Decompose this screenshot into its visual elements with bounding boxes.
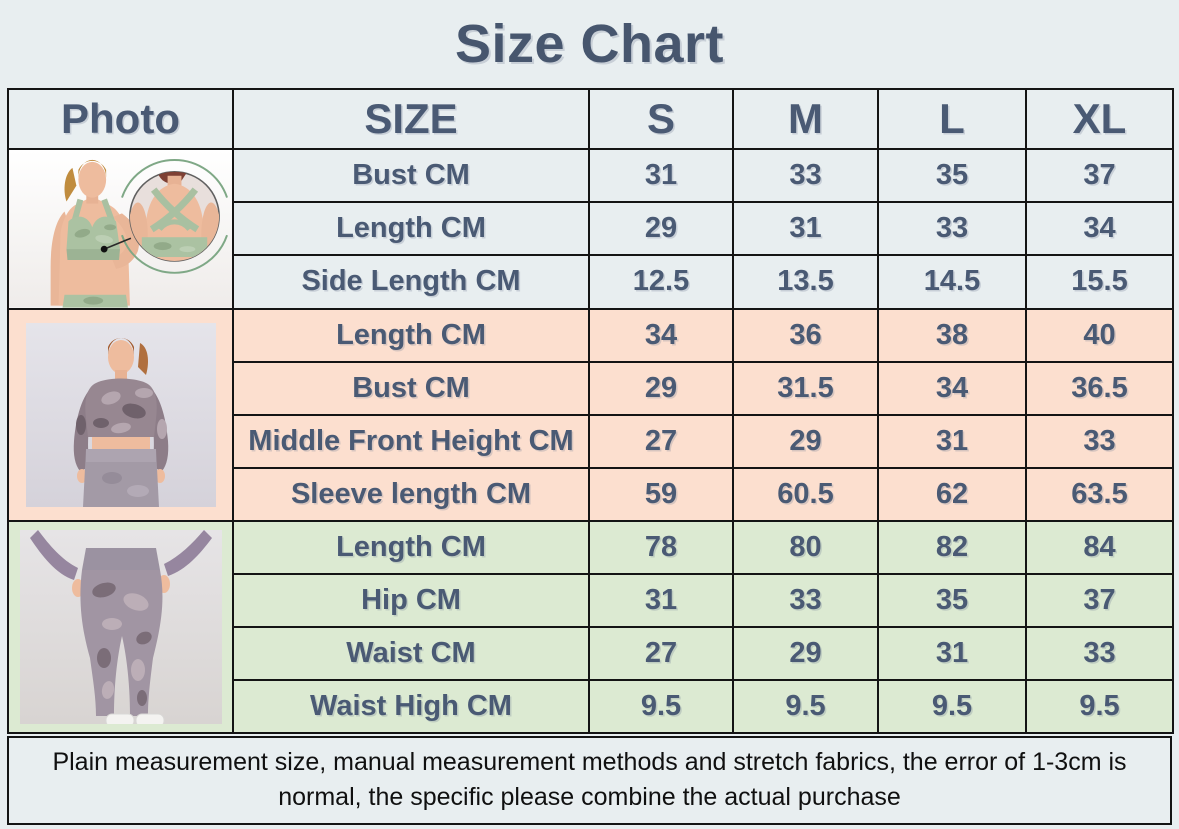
size-value-cell: 9.5 xyxy=(877,678,1027,734)
size-value-cell: 29 xyxy=(588,201,734,257)
size-value-cell: 15.5 xyxy=(1025,254,1174,310)
size-value-cell: 27 xyxy=(588,625,734,681)
size-value-cell: 13.5 xyxy=(732,254,879,310)
size-value-cell: 31 xyxy=(732,201,879,257)
size-value-cell: 37 xyxy=(1025,572,1174,628)
column-header-size: SIZE xyxy=(232,88,590,150)
size-value-cell: 40 xyxy=(1025,307,1174,363)
size-value-cell: 35 xyxy=(877,572,1027,628)
size-value-cell: 31 xyxy=(877,625,1027,681)
table-row: Middle Front Height CM 27 29 31 33 xyxy=(8,413,1174,469)
measurement-label-cell: Length CM xyxy=(232,519,590,575)
size-value-cell: 36 xyxy=(732,307,879,363)
column-header-m: M xyxy=(732,88,879,150)
size-value-cell: 34 xyxy=(588,307,734,363)
measurement-label-cell: Length CM xyxy=(232,307,590,363)
back-view-inset-circle xyxy=(121,159,228,274)
size-value-cell: 59 xyxy=(588,466,734,522)
size-value-cell: 34 xyxy=(1025,201,1174,257)
measurement-label-cell: Side Length CM xyxy=(232,254,590,310)
measurement-label-cell: Length CM xyxy=(232,201,590,257)
size-value-cell: 38 xyxy=(877,307,1027,363)
size-value-cell: 29 xyxy=(588,360,734,416)
size-value-cell: 29 xyxy=(732,413,879,469)
size-value-cell: 31 xyxy=(588,572,734,628)
table-row: Sleeve length CM 59 60.5 62 63.5 xyxy=(8,466,1174,522)
table-row: Hip CM 31 33 35 37 xyxy=(8,572,1174,628)
size-chart-table: Photo SIZE S M L XL xyxy=(7,88,1174,734)
size-value-cell: 80 xyxy=(732,519,879,575)
measurement-label-cell: Sleeve length CM xyxy=(232,466,590,522)
size-value-cell: 31.5 xyxy=(732,360,879,416)
table-row: Length CM 34 36 38 40 xyxy=(7,307,1174,522)
page-title: Size Chart xyxy=(454,14,725,74)
size-value-cell: 84 xyxy=(1025,519,1174,575)
measurement-label-cell: Waist High CM xyxy=(232,678,590,734)
size-value-cell: 33 xyxy=(732,572,879,628)
column-header-s: S xyxy=(588,88,734,150)
size-value-cell: 60.5 xyxy=(732,466,879,522)
size-value-cell: 9.5 xyxy=(1025,678,1174,734)
size-value-cell: 31 xyxy=(877,413,1027,469)
footer-note-box: Plain measurement size, manual measureme… xyxy=(7,735,1172,825)
measurement-label-cell: Middle Front Height CM xyxy=(232,413,590,469)
size-value-cell: 29 xyxy=(732,625,879,681)
size-value-cell: 37 xyxy=(1025,147,1174,204)
size-value-cell: 33 xyxy=(877,201,1027,257)
long-sleeve-top-photo-illustration xyxy=(25,322,216,507)
size-value-cell: 33 xyxy=(1025,413,1174,469)
size-value-cell: 14.5 xyxy=(877,254,1027,310)
table-row: Waist High CM 9.5 9.5 9.5 9.5 xyxy=(8,678,1174,734)
size-value-cell: 62 xyxy=(877,466,1027,522)
measurement-label-cell: Waist CM xyxy=(232,625,590,681)
size-value-cell: 12.5 xyxy=(588,254,734,310)
table-row: Bust CM 31 33 35 37 xyxy=(7,147,1174,310)
product-photo-leggings xyxy=(7,519,234,734)
inset-pointer-line xyxy=(100,237,132,253)
model-front-view xyxy=(50,159,140,307)
table-row: Waist CM 27 29 31 33 xyxy=(8,625,1174,681)
size-value-cell: 35 xyxy=(877,147,1027,204)
size-value-cell: 34 xyxy=(877,360,1027,416)
size-value-cell: 33 xyxy=(732,147,879,204)
size-value-cell: 63.5 xyxy=(1025,466,1174,522)
table-row: Bust CM 29 31.5 34 36.5 xyxy=(8,360,1174,416)
size-value-cell: 9.5 xyxy=(732,678,879,734)
column-header-l: L xyxy=(877,88,1027,150)
table-row: Side Length CM 12.5 13.5 14.5 15.5 xyxy=(8,254,1174,310)
measurement-label-cell: Bust CM xyxy=(232,147,590,204)
measurement-label-cell: Bust CM xyxy=(232,360,590,416)
size-value-cell: 33 xyxy=(1025,625,1174,681)
table-row: Length CM 78 80 82 84 xyxy=(7,519,1174,734)
size-value-cell: 27 xyxy=(588,413,734,469)
size-value-cell: 82 xyxy=(877,519,1027,575)
product-photo-long-sleeve-top xyxy=(7,307,234,522)
table-row: Length CM 29 31 33 34 xyxy=(8,201,1174,257)
header-row: Photo SIZE S M L XL xyxy=(7,88,1174,150)
measurement-label-cell: Hip CM xyxy=(232,572,590,628)
size-value-cell: 9.5 xyxy=(588,678,734,734)
sports-bra-photo-illustration xyxy=(10,150,231,307)
leggings-photo-illustration xyxy=(19,529,222,724)
size-value-cell: 78 xyxy=(588,519,734,575)
column-header-photo: Photo xyxy=(7,88,234,150)
footer-note: Plain measurement size, manual measureme… xyxy=(52,748,1127,812)
size-value-cell: 36.5 xyxy=(1025,360,1174,416)
product-photo-sports-bra xyxy=(7,148,234,310)
column-header-xl: XL xyxy=(1025,88,1174,150)
size-value-cell: 31 xyxy=(588,147,734,204)
